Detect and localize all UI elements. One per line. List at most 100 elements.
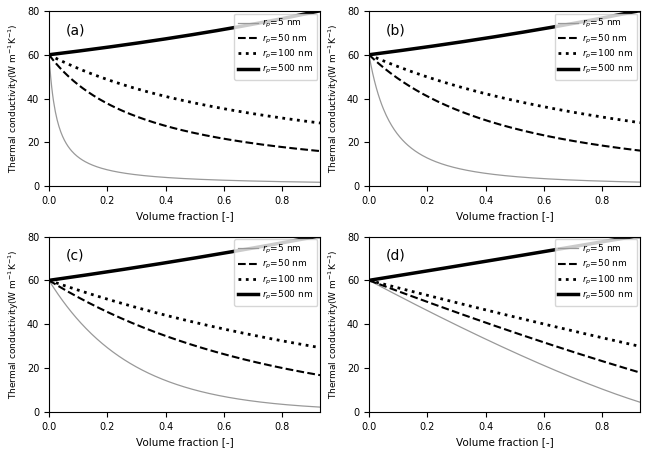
$r_p$=50 nm xyxy=(527,335,534,340)
$r_p$=500 nm xyxy=(636,8,644,14)
$r_p$=50 nm xyxy=(291,146,298,151)
$r_p$=100 nm xyxy=(211,324,219,330)
$r_p$=50 nm xyxy=(525,335,533,340)
$r_p$=100 nm xyxy=(525,318,533,323)
$r_p$=500 nm xyxy=(634,8,642,14)
$r_p$=50 nm xyxy=(365,52,373,58)
$r_p$=5 nm xyxy=(636,179,644,185)
$r_p$=5 nm xyxy=(316,179,324,185)
$r_p$=50 nm xyxy=(611,145,619,150)
Line: $r_p$=100 nm: $r_p$=100 nm xyxy=(369,55,640,123)
$r_p$=100 nm xyxy=(611,338,619,343)
$r_p$=100 nm xyxy=(45,278,53,283)
$r_p$=50 nm xyxy=(45,52,53,58)
$r_p$=100 nm xyxy=(206,104,214,109)
$r_p$=100 nm xyxy=(365,52,373,58)
$r_p$=500 nm xyxy=(527,251,534,257)
$r_p$=50 nm xyxy=(527,130,534,135)
$r_p$=100 nm xyxy=(636,120,644,125)
$r_p$=500 nm xyxy=(525,252,533,257)
$r_p$=50 nm xyxy=(45,278,53,283)
$r_p$=100 nm xyxy=(531,102,539,108)
$r_p$=500 nm xyxy=(525,28,533,34)
$r_p$=100 nm xyxy=(206,323,214,329)
$r_p$=5 nm xyxy=(611,391,619,396)
Line: $r_p$=500 nm: $r_p$=500 nm xyxy=(49,237,320,281)
X-axis label: Volume fraction [-]: Volume fraction [-] xyxy=(136,212,234,222)
Line: $r_p$=5 nm: $r_p$=5 nm xyxy=(369,55,640,182)
$r_p$=5 nm xyxy=(46,279,54,285)
$r_p$=500 nm xyxy=(45,278,53,283)
$r_p$=5 nm xyxy=(206,391,214,396)
Y-axis label: Thermal conductivity(W m$^{-1}$K$^{-1}$): Thermal conductivity(W m$^{-1}$K$^{-1}$) xyxy=(327,250,342,399)
$r_p$=5 nm xyxy=(45,278,53,283)
$r_p$=100 nm xyxy=(274,115,281,120)
$r_p$=500 nm xyxy=(291,238,298,243)
Line: $r_p$=500 nm: $r_p$=500 nm xyxy=(49,11,320,55)
$r_p$=100 nm xyxy=(206,323,214,329)
$r_p$=500 nm xyxy=(316,8,324,14)
$r_p$=50 nm xyxy=(525,129,533,135)
$r_p$=50 nm xyxy=(291,368,298,373)
$r_p$=500 nm xyxy=(45,52,53,58)
$r_p$=500 nm xyxy=(291,13,298,19)
$r_p$=5 nm xyxy=(365,52,373,58)
$r_p$=100 nm xyxy=(206,103,214,109)
$r_p$=50 nm xyxy=(365,278,373,283)
$r_p$=50 nm xyxy=(531,337,539,342)
Legend: $r_p$=5 nm, $r_p$=50 nm, $r_p$=100 nm, $r_p$=500 nm: $r_p$=5 nm, $r_p$=50 nm, $r_p$=100 nm, $… xyxy=(234,14,317,80)
$r_p$=5 nm xyxy=(206,391,214,396)
$r_p$=50 nm xyxy=(636,370,644,375)
$r_p$=100 nm xyxy=(291,340,298,346)
Line: $r_p$=5 nm: $r_p$=5 nm xyxy=(369,281,640,402)
$r_p$=500 nm xyxy=(531,251,539,256)
$r_p$=5 nm xyxy=(206,177,214,183)
$r_p$=50 nm xyxy=(211,349,219,355)
$r_p$=100 nm xyxy=(46,53,54,58)
$r_p$=50 nm xyxy=(316,148,324,154)
Line: $r_p$=100 nm: $r_p$=100 nm xyxy=(49,281,320,348)
Line: $r_p$=50 nm: $r_p$=50 nm xyxy=(49,55,320,151)
$r_p$=100 nm xyxy=(525,101,533,107)
$r_p$=50 nm xyxy=(206,133,214,139)
Line: $r_p$=50 nm: $r_p$=50 nm xyxy=(369,55,640,151)
$r_p$=500 nm xyxy=(527,28,534,34)
Text: (b): (b) xyxy=(385,23,405,37)
$r_p$=5 nm xyxy=(593,385,601,390)
$r_p$=50 nm xyxy=(316,372,324,378)
$r_p$=100 nm xyxy=(593,334,601,340)
Y-axis label: Thermal conductivity(W m$^{-1}$K$^{-1}$): Thermal conductivity(W m$^{-1}$K$^{-1}$) xyxy=(7,250,21,399)
$r_p$=100 nm xyxy=(611,116,619,122)
$r_p$=5 nm xyxy=(366,278,374,284)
$r_p$=100 nm xyxy=(593,114,601,119)
$r_p$=5 nm xyxy=(46,65,54,70)
$r_p$=5 nm xyxy=(527,357,534,362)
Y-axis label: Thermal conductivity(W m$^{-1}$K$^{-1}$): Thermal conductivity(W m$^{-1}$K$^{-1}$) xyxy=(7,24,21,173)
$r_p$=500 nm xyxy=(366,52,374,57)
$r_p$=500 nm xyxy=(274,17,281,22)
$r_p$=50 nm xyxy=(366,53,374,59)
$r_p$=5 nm xyxy=(274,179,281,184)
Line: $r_p$=100 nm: $r_p$=100 nm xyxy=(49,55,320,123)
$r_p$=50 nm xyxy=(611,362,619,368)
$r_p$=50 nm xyxy=(206,348,214,353)
$r_p$=500 nm xyxy=(206,253,214,258)
$r_p$=500 nm xyxy=(211,252,219,257)
$r_p$=50 nm xyxy=(211,134,219,140)
$r_p$=5 nm xyxy=(611,179,619,184)
$r_p$=50 nm xyxy=(636,148,644,153)
$r_p$=5 nm xyxy=(527,175,534,181)
$r_p$=500 nm xyxy=(206,29,214,35)
$r_p$=5 nm xyxy=(593,178,601,184)
Text: (d): (d) xyxy=(385,249,405,263)
Legend: $r_p$=5 nm, $r_p$=50 nm, $r_p$=100 nm, $r_p$=500 nm: $r_p$=5 nm, $r_p$=50 nm, $r_p$=100 nm, $… xyxy=(554,239,637,306)
$r_p$=5 nm xyxy=(366,57,374,63)
Line: $r_p$=50 nm: $r_p$=50 nm xyxy=(49,281,320,375)
$r_p$=50 nm xyxy=(274,364,281,370)
$r_p$=100 nm xyxy=(531,319,539,325)
$r_p$=5 nm xyxy=(206,177,214,183)
$r_p$=500 nm xyxy=(313,234,320,239)
$r_p$=50 nm xyxy=(531,131,539,136)
$r_p$=5 nm xyxy=(525,175,533,180)
$r_p$=50 nm xyxy=(206,347,214,353)
